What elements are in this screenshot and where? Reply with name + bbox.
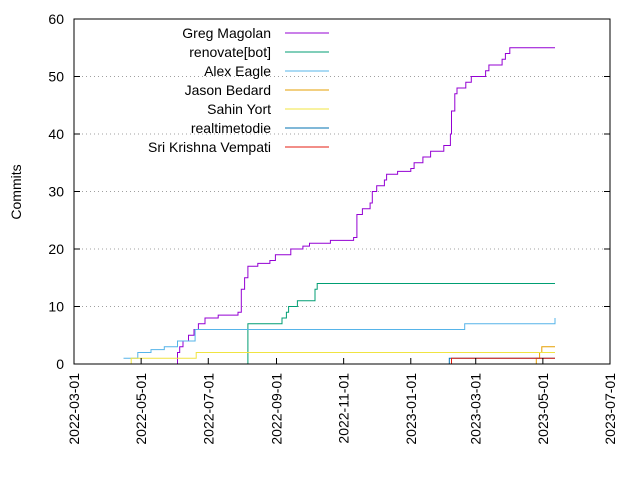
grid-lines (74, 76, 610, 307)
series-line (496, 346, 555, 365)
series-line (447, 357, 555, 365)
y-axis-ticks: 0 10 20 30 40 50 60 (48, 11, 610, 372)
legend: Greg Magolan renovate[bot] Alex Eagle Jason… (148, 25, 329, 155)
legend-label: Sri Krishna Vempati (148, 139, 271, 155)
series-lines (123, 47, 556, 365)
y-tick-label: 10 (48, 299, 64, 315)
y-tick-label: 0 (56, 356, 64, 372)
x-tick-label: 2022-03-01 (66, 373, 82, 445)
x-axis-ticks: 2022-03-01 2022-05-01 2022-07-01 2022-09-01… (66, 358, 618, 445)
x-tick-label: 2023-03-01 (468, 373, 484, 445)
y-tick-label: 60 (48, 11, 64, 27)
legend-label: Alex Eagle (204, 63, 271, 79)
legend-label: renovate[bot] (189, 44, 271, 60)
x-tick-label: 2023-01-01 (403, 373, 419, 445)
legend-label: Greg Magolan (182, 25, 271, 41)
y-tick-label: 50 (48, 69, 64, 85)
y-tick-label: 40 (48, 126, 64, 142)
y-axis-label: Commits (8, 164, 24, 219)
legend-label: Sahin Yort (207, 101, 271, 117)
x-tick-label: 2022-09-01 (269, 373, 285, 445)
x-tick-label: 2022-07-01 (200, 373, 216, 445)
series-line (123, 318, 556, 359)
series-line (176, 47, 555, 365)
x-tick-label: 2022-11-01 (336, 373, 352, 444)
x-tick-label: 2023-05-01 (535, 373, 551, 445)
legend-label: Jason Bedard (185, 82, 271, 98)
y-tick-label: 30 (48, 184, 64, 200)
y-tick-label: 20 (48, 241, 64, 257)
series-line (247, 283, 555, 364)
x-tick-label: 2023-07-01 (602, 373, 618, 445)
x-tick-label: 2022-05-01 (133, 373, 149, 445)
series-line (450, 357, 555, 365)
legend-label: realtimetodie (191, 120, 271, 136)
